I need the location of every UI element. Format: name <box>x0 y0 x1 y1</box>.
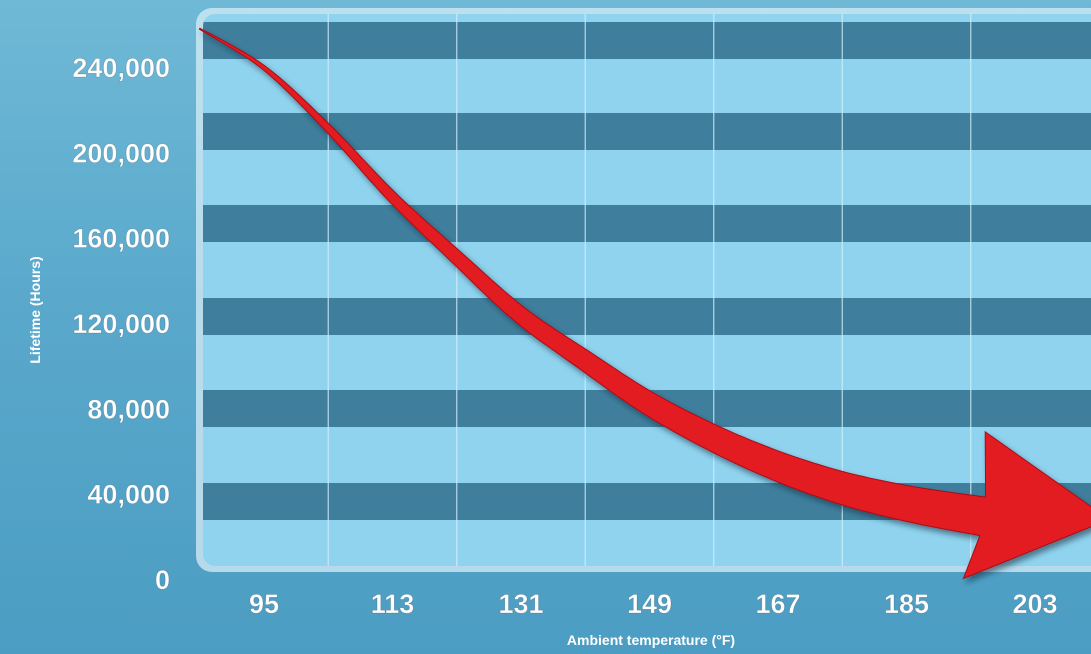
y-axis-title: Lifetime (Hours) <box>27 256 43 363</box>
x-tick-label: 149 <box>627 589 672 619</box>
x-tick-label: 185 <box>884 589 929 619</box>
band-dark <box>203 205 1091 242</box>
trend-arrow-layer <box>198 27 1091 580</box>
y-tick-label: 200,000 <box>72 138 170 168</box>
plot-background <box>203 14 1091 566</box>
y-tick-label: 240,000 <box>72 53 170 83</box>
trend-arrow <box>198 27 1091 580</box>
x-tick-label: 95 <box>249 589 279 619</box>
x-axis-title: Ambient temperature (°F) <box>567 632 735 648</box>
y-tick-label: 0 <box>155 565 170 595</box>
x-tick-label: 203 <box>1012 589 1057 619</box>
x-tick-label: 167 <box>755 589 800 619</box>
y-tick-label: 40,000 <box>87 480 170 510</box>
y-tick-label: 120,000 <box>72 309 170 339</box>
y-tick-label: 80,000 <box>87 394 170 424</box>
x-axis-tick-labels: 95 113 131 149 167 185 203 <box>249 589 1058 620</box>
y-axis-tick-labels: 0 40,000 80,000 120,000 160,000 200,000 240,00… <box>72 53 170 596</box>
band-dark <box>203 113 1091 150</box>
band-dark <box>203 22 1091 59</box>
x-tick-label: 113 <box>371 589 415 619</box>
plot-area <box>203 14 1091 566</box>
band-dark <box>203 298 1091 335</box>
x-tick-label: 131 <box>498 589 543 619</box>
horizontal-bands <box>203 22 1091 520</box>
vertical-gridlines <box>327 14 972 566</box>
y-tick-label: 160,000 <box>72 224 170 254</box>
